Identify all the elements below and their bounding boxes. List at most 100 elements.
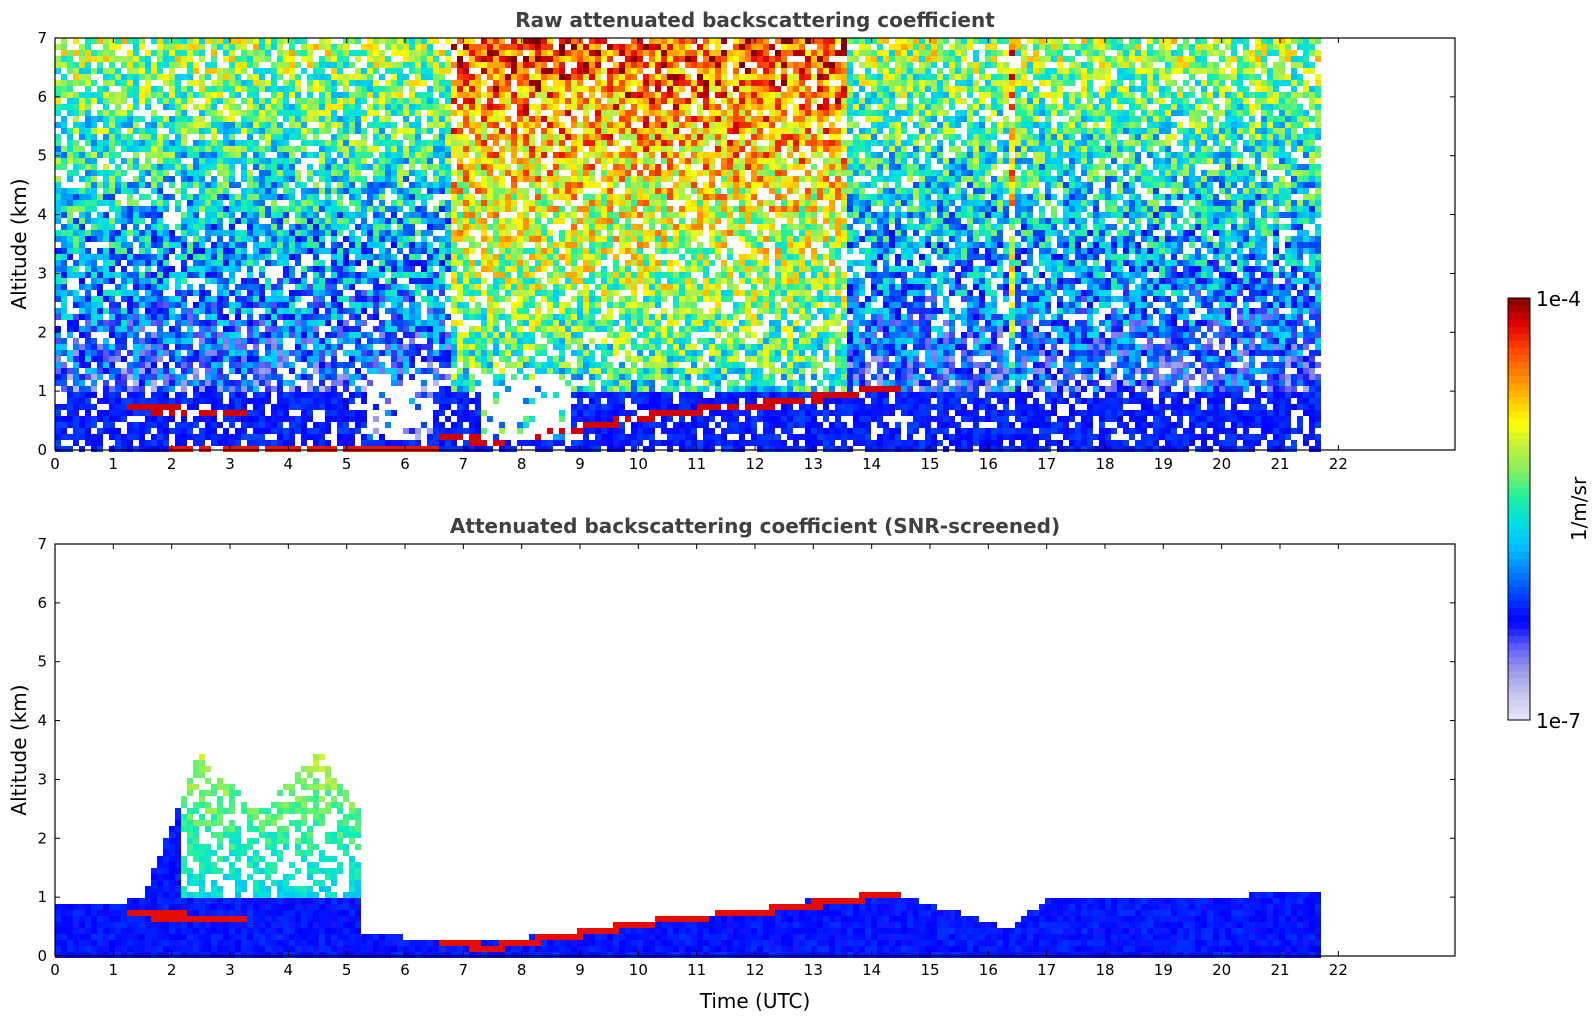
- heatmap-cell: [145, 428, 151, 434]
- heatmap-cell: [361, 398, 367, 404]
- heatmap-cell: [289, 38, 295, 44]
- heatmap-cell: [277, 158, 283, 164]
- heatmap-cell: [523, 164, 529, 170]
- heatmap-cell: [265, 140, 271, 146]
- heatmap-cell: [337, 392, 343, 398]
- heatmap-cell: [259, 44, 265, 50]
- heatmap-cell: [67, 332, 73, 338]
- heatmap-cell: [67, 218, 73, 224]
- heatmap-cell: [187, 200, 193, 206]
- heatmap-cell: [283, 356, 289, 362]
- heatmap-cell: [265, 254, 271, 260]
- heatmap-cell: [583, 368, 589, 374]
- heatmap-cell: [499, 116, 505, 122]
- heatmap-cell: [253, 290, 259, 296]
- heatmap-cell: [379, 152, 385, 158]
- heatmap-cell: [547, 254, 553, 260]
- heatmap-cell: [541, 50, 547, 56]
- heatmap-cell: [457, 74, 463, 80]
- heatmap-cell: [121, 122, 127, 128]
- heatmap-cell: [229, 230, 235, 236]
- heatmap-cell: [241, 380, 247, 386]
- heatmap-cell: [55, 122, 61, 128]
- heatmap-cell: [181, 242, 187, 248]
- heatmap-cell: [457, 392, 463, 398]
- heatmap-cell: [121, 410, 127, 416]
- heatmap-cell: [319, 92, 325, 98]
- heatmap-cell: [511, 206, 517, 212]
- heatmap-cell: [115, 212, 121, 218]
- heatmap-cell: [541, 296, 547, 302]
- heatmap-cell: [391, 266, 397, 272]
- heatmap-cell: [481, 410, 487, 416]
- heatmap-cell: [205, 248, 211, 254]
- heatmap-cell: [409, 242, 415, 248]
- heatmap-cell: [73, 116, 79, 122]
- heatmap-cell: [523, 218, 529, 224]
- heatmap-cell: [433, 374, 439, 380]
- heatmap-cell: [499, 98, 505, 104]
- heatmap-cell: [439, 116, 445, 122]
- heatmap-cell: [301, 38, 307, 44]
- heatmap-cell: [205, 206, 211, 212]
- heatmap-cell: [355, 278, 361, 284]
- heatmap-cell: [187, 44, 193, 50]
- heatmap-cell: [487, 176, 493, 182]
- heatmap-cell: [367, 236, 373, 242]
- heatmap-cell: [517, 62, 523, 68]
- heatmap-cell: [313, 188, 319, 194]
- heatmap-cell: [379, 140, 385, 146]
- heatmap-cell: [133, 350, 139, 356]
- heatmap-cell: [115, 308, 121, 314]
- heatmap-cell: [217, 338, 223, 344]
- heatmap-cell: [55, 410, 61, 416]
- heatmap-cell: [139, 182, 145, 188]
- heatmap-cell: [481, 308, 487, 314]
- heatmap-cell: [79, 104, 85, 110]
- heatmap-cell: [133, 74, 139, 80]
- heatmap-cell: [535, 326, 541, 332]
- heatmap-cell: [133, 164, 139, 170]
- heatmap-cell: [271, 290, 277, 296]
- heatmap-cell: [229, 200, 235, 206]
- heatmap-cell: [589, 146, 595, 152]
- heatmap-cell: [253, 398, 259, 404]
- heatmap-cell: [211, 206, 217, 212]
- heatmap-cell: [175, 110, 181, 116]
- heatmap-cell: [313, 224, 319, 230]
- heatmap-cell: [271, 338, 277, 344]
- heatmap-cell: [403, 146, 409, 152]
- heatmap-cell: [415, 152, 421, 158]
- heatmap-cell: [385, 56, 391, 62]
- heatmap-cell: [211, 146, 217, 152]
- heatmap-cell: [439, 422, 445, 428]
- heatmap-cell: [337, 380, 343, 386]
- heatmap-cell: [463, 416, 469, 422]
- heatmap-cell: [295, 218, 301, 224]
- heatmap-cell: [61, 146, 67, 152]
- heatmap-cell: [241, 356, 247, 362]
- heatmap-cell: [181, 50, 187, 56]
- heatmap-cell: [487, 38, 493, 44]
- heatmap-cell: [79, 44, 85, 50]
- heatmap-cell: [301, 230, 307, 236]
- heatmap-cell: [367, 260, 373, 266]
- heatmap-cell: [103, 110, 109, 116]
- heatmap-cell: [451, 338, 457, 344]
- heatmap-cell: [133, 146, 139, 152]
- heatmap-cell: [451, 212, 457, 218]
- heatmap-cell: [217, 314, 223, 320]
- heatmap-cell: [217, 374, 223, 380]
- heatmap-cell: [271, 92, 277, 98]
- heatmap-cell: [433, 80, 439, 86]
- heatmap-cell: [97, 152, 103, 158]
- heatmap-cell: [361, 188, 367, 194]
- heatmap-cell: [163, 278, 169, 284]
- heatmap-cell: [511, 284, 517, 290]
- heatmap-cell: [55, 416, 61, 422]
- heatmap-cell: [193, 398, 199, 404]
- heatmap-cell: [349, 230, 355, 236]
- heatmap-cell: [91, 326, 97, 332]
- heatmap-cell: [493, 152, 499, 158]
- heatmap-cell: [313, 302, 319, 308]
